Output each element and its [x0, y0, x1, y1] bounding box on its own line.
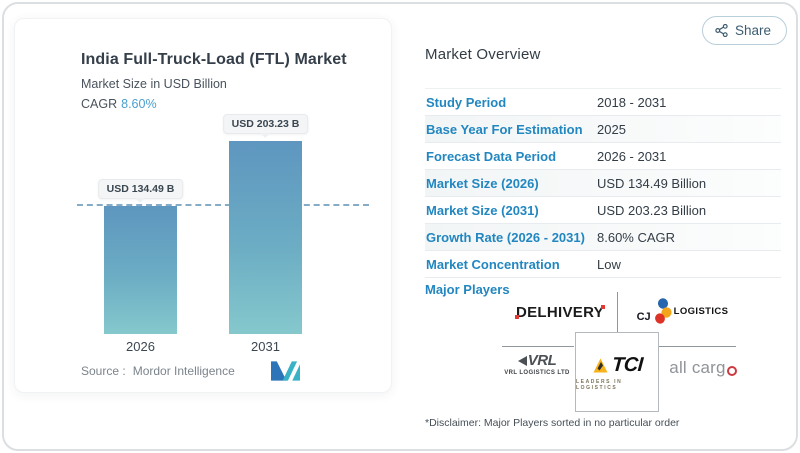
- table-row: Growth Rate (2026 - 2031) 8.60% CAGR: [425, 224, 781, 251]
- tci-emblem-icon: [593, 358, 608, 372]
- vrl-logo-mark: VRL: [500, 352, 574, 369]
- row-value: 2026 - 2031: [597, 148, 667, 164]
- row-value: 2025: [597, 121, 626, 137]
- bar-2031: USD 203.23 B: [222, 114, 309, 334]
- tci-logo: TCI LEADERS IN LOGISTICS: [575, 332, 659, 412]
- overview-table: Study Period 2018 - 2031 Base Year For E…: [425, 88, 781, 278]
- row-value: USD 203.23 Billion: [597, 202, 707, 218]
- row-value: 2018 - 2031: [597, 94, 667, 110]
- source-row: Source : Mordor Intelligence: [81, 364, 235, 378]
- bar-2031-value-label: USD 203.23 B: [222, 114, 309, 134]
- vrl-logo-text: VRL: [527, 352, 557, 369]
- chart-subtitle: Market Size in USD Billion: [81, 77, 227, 91]
- row-value: Low: [597, 256, 621, 272]
- row-label: Study Period: [426, 94, 507, 110]
- chart-card: India Full-Truck-Load (FTL) Market Marke…: [14, 18, 392, 393]
- major-players-logos: DELHIVERY CJ LOGISTICS TCI LEADERS IN LO…: [500, 290, 746, 414]
- table-row: Forecast Data Period 2026 - 2031: [425, 143, 781, 170]
- delhivery-logo-text: DELHIVERY: [515, 304, 605, 321]
- disclaimer-text: *Disclaimer: Major Players sorted in no …: [425, 417, 680, 429]
- grid-divider: [502, 346, 574, 347]
- row-label: Base Year For Estimation: [426, 121, 583, 137]
- table-row: Market Size (2026) USD 134.49 Billion: [425, 170, 781, 197]
- table-row: Market Concentration Low: [425, 251, 781, 278]
- delhivery-logo: DELHIVERY: [504, 304, 616, 321]
- share-icon: [715, 24, 728, 37]
- allcargo-logo: all carg: [660, 358, 746, 378]
- market-overview-heading: Market Overview: [425, 46, 541, 63]
- cj-logistics-text: LOGISTICS: [673, 305, 729, 317]
- allcargo-o-icon: [726, 366, 737, 376]
- cj-flower-icon: [654, 298, 672, 324]
- grid-divider: [658, 346, 736, 347]
- major-players-label: Major Players: [425, 282, 510, 297]
- x-axis-label-2026: 2026: [126, 339, 155, 354]
- row-label: Market Concentration: [426, 256, 560, 272]
- cj-logo-text: CJ: [636, 311, 651, 323]
- table-row: Base Year For Estimation 2025: [425, 116, 781, 143]
- row-label: Market Size (2031): [426, 202, 539, 218]
- bar-2026-value-label: USD 134.49 B: [97, 179, 184, 199]
- tci-logo-row: TCI: [592, 354, 643, 377]
- mordor-intelligence-logo-icon: [271, 361, 300, 381]
- chart-title: India Full-Truck-Load (FTL) Market: [81, 51, 347, 68]
- cj-logistics-logo: CJ LOGISTICS: [619, 298, 746, 324]
- reference-dashed-line: [77, 204, 369, 206]
- table-row: Study Period 2018 - 2031: [425, 89, 781, 116]
- allcargo-logo-text: all carg: [669, 358, 726, 377]
- x-axis-label-2031: 2031: [251, 339, 280, 354]
- cagr-value: 8.60%: [121, 97, 157, 111]
- chart-cagr: CAGR 8.60%: [81, 97, 157, 111]
- vrl-arrow-icon: [517, 355, 527, 366]
- row-value: 8.60% CAGR: [597, 229, 676, 245]
- source-value: Mordor Intelligence: [132, 364, 235, 378]
- tci-logo-text: TCI: [610, 353, 644, 376]
- cagr-label: CAGR: [81, 97, 118, 111]
- source-label: Source :: [81, 364, 126, 378]
- grid-divider: [617, 292, 618, 346]
- share-button[interactable]: Share: [701, 16, 787, 45]
- tci-tagline: LEADERS IN LOGISTICS: [576, 378, 623, 391]
- row-label: Forecast Data Period: [426, 148, 557, 164]
- vrl-logo: VRL VRL LOGISTICS LTD: [500, 352, 574, 376]
- row-label: Market Size (2026): [426, 175, 539, 191]
- row-value: USD 134.49 Billion: [597, 175, 707, 191]
- table-row: Market Size (2031) USD 203.23 Billion: [425, 197, 781, 224]
- vrl-subtitle: VRL LOGISTICS LTD: [504, 370, 570, 376]
- row-label: Growth Rate (2026 - 2031): [426, 229, 585, 245]
- share-button-label: Share: [734, 23, 771, 38]
- bar-2026: USD 134.49 B: [97, 179, 184, 334]
